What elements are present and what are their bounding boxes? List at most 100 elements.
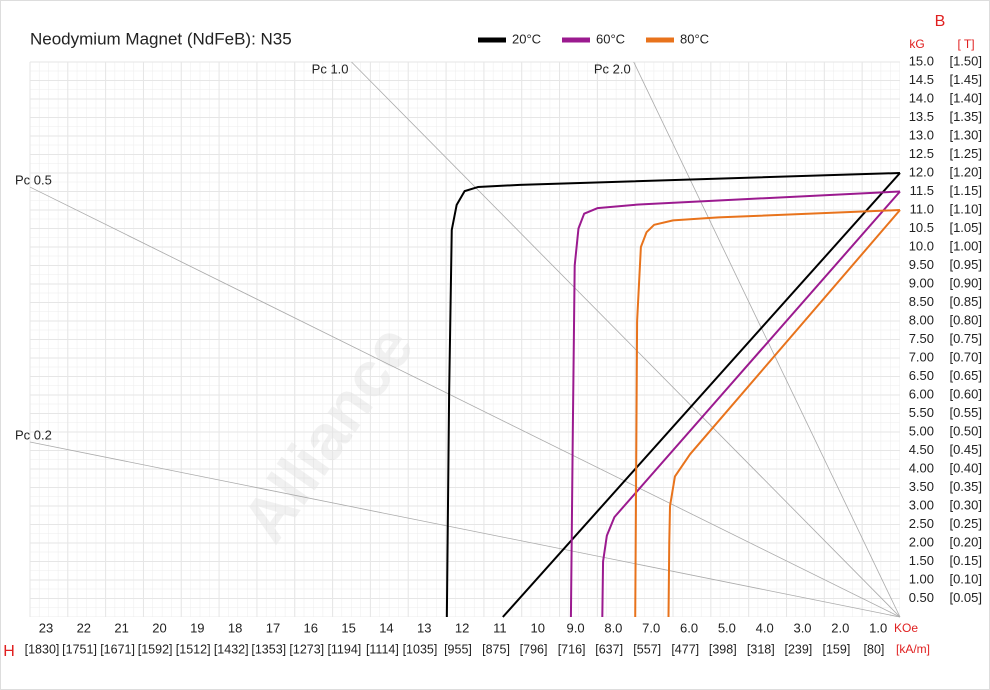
y-tick-label: 10.0 (909, 238, 934, 253)
reference-line (633, 61, 901, 618)
x2-tick-label: [637] (595, 642, 623, 656)
intrinsic-curve (445, 172, 901, 618)
x2-tick-label: [1114] (366, 642, 399, 656)
x2-tick-label: [716] (558, 642, 586, 656)
reference-label: Pc 0.2 (15, 427, 52, 442)
y-tick-label: 13.0 (909, 127, 934, 142)
x2-tick-label: [1194] (327, 642, 361, 656)
x-tick-label: 4.0 (756, 620, 774, 635)
y-tick-label: 1.50 (909, 553, 934, 568)
reference-line (351, 61, 901, 618)
x2-tick-label: [796] (520, 642, 548, 656)
x2-tick-label: [1512] (176, 642, 211, 656)
x-tick-label: 14 (379, 620, 393, 635)
x-tick-label: 16 (304, 620, 318, 635)
reference-line (29, 441, 901, 618)
y-tick-label: 9.00 (909, 275, 934, 290)
x-tick-label: 19 (190, 620, 204, 635)
y2-tick-label: [1.30] (949, 127, 982, 142)
y2-tick-label: [0.80] (949, 312, 982, 327)
x-tick-label: 20 (152, 620, 166, 635)
y2-tick-label: [0.90] (949, 275, 982, 290)
legend-label: 80°C (680, 31, 709, 46)
y2-tick-label: [0.05] (949, 590, 982, 605)
intrinsic-curve (634, 209, 901, 618)
y2-tick-label: [1.10] (949, 201, 982, 216)
x2-tick-label: [955] (444, 642, 472, 656)
y-tick-label: 0.50 (909, 590, 934, 605)
y-tick-label: 1.00 (909, 571, 934, 586)
x-tick-label: 17 (266, 620, 280, 635)
y2-tick-label: [0.55] (949, 405, 982, 420)
normal-curve (601, 190, 901, 618)
y2-tick-label: [0.50] (949, 423, 982, 438)
y2-unit: [ T] (957, 37, 974, 51)
y2-tick-label: [0.35] (949, 479, 982, 494)
x2-tick-label: [477] (671, 642, 699, 656)
y-tick-label: 12.0 (909, 164, 934, 179)
y-tick-label: 4.50 (909, 442, 934, 457)
x2-tick-label: [1830] (25, 642, 60, 656)
y2-tick-label: [1.50] (949, 53, 982, 68)
x2-tick-label: [318] (747, 642, 775, 656)
x-tick-label: 23 (39, 620, 53, 635)
y-tick-label: 7.00 (909, 349, 934, 364)
y2-tick-label: [0.25] (949, 516, 982, 531)
intrinsic-curve (569, 190, 901, 618)
x2-tick-label: [398] (709, 642, 737, 656)
y-tick-label: 12.5 (909, 146, 934, 161)
y-tick-label: 2.50 (909, 516, 934, 531)
x2-tick-label: [80] (864, 642, 885, 656)
y2-tick-label: [0.40] (949, 460, 982, 475)
reference-label: Pc 0.5 (15, 172, 52, 187)
x-tick-label: 21 (114, 620, 128, 635)
y-axis-label: B (935, 13, 946, 30)
y-tick-label: 6.50 (909, 368, 934, 383)
reference-label: Pc 1.0 (312, 61, 349, 76)
y2-tick-label: [0.65] (949, 368, 982, 383)
x2-tick-label: [1273] (289, 642, 324, 656)
x2-tick-label: [1592] (138, 642, 173, 656)
x2-tick-label: [1035] (403, 642, 438, 656)
y2-tick-label: [1.05] (949, 220, 982, 235)
x2-tick-label: [1353] (251, 642, 286, 656)
y2-tick-label: [1.15] (949, 183, 982, 198)
x-tick-label: 13 (417, 620, 431, 635)
y-tick-label: 15.0 (909, 53, 934, 68)
x-tick-label: 15 (341, 620, 355, 635)
x2-tick-label: [239] (784, 642, 812, 656)
y-tick-label: 10.5 (909, 220, 934, 235)
legend-label: 20°C (512, 31, 541, 46)
y-tick-label: 5.00 (909, 423, 934, 438)
y2-tick-label: [0.30] (949, 497, 982, 512)
y-tick-label: 3.00 (909, 497, 934, 512)
x2-tick-label: [1751] (62, 642, 97, 656)
chart-title: Neodymium Magnet (NdFeB): N35 (30, 29, 292, 48)
x-tick-label: 22 (77, 620, 91, 635)
reference-line (29, 186, 901, 618)
y-tick-label: 7.50 (909, 331, 934, 346)
y-tick-label: 4.00 (909, 460, 934, 475)
x-tick-label: 11 (493, 620, 507, 635)
x2-tick-label: [875] (482, 642, 510, 656)
x2-tick-label: [159] (823, 642, 851, 656)
x-tick-label: 3.0 (793, 620, 811, 635)
y2-tick-label: [1.25] (949, 146, 982, 161)
x2-tick-label: [1432] (214, 642, 249, 656)
x-axis-label: H (3, 643, 15, 660)
y-tick-label: 8.50 (909, 294, 934, 309)
y2-tick-label: [0.60] (949, 386, 982, 401)
x-tick-label: 18 (228, 620, 242, 635)
x-tick-label: 6.0 (680, 620, 698, 635)
x-unit: KOe (894, 621, 918, 635)
y-tick-label: 8.00 (909, 312, 934, 327)
x-tick-label: 2.0 (831, 620, 849, 635)
x-tick-label: 5.0 (718, 620, 736, 635)
y2-tick-label: [1.40] (949, 90, 982, 105)
normal-curve (667, 209, 901, 618)
y2-tick-label: [0.70] (949, 349, 982, 364)
y-unit: kG (909, 37, 924, 51)
y-tick-label: 14.5 (909, 72, 934, 87)
y-tick-label: 9.50 (909, 257, 934, 272)
